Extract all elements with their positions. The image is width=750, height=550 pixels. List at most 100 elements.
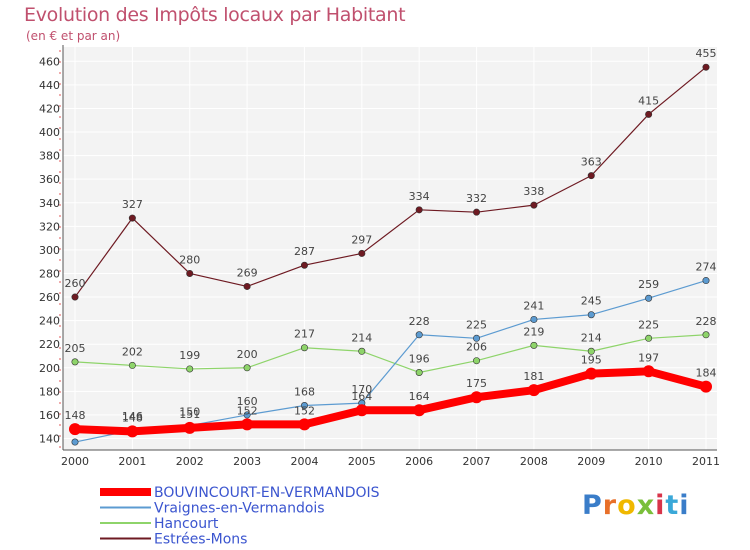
data-point xyxy=(71,438,79,446)
data-point xyxy=(585,367,598,380)
y-tick-label: 360 xyxy=(39,173,60,186)
data-point xyxy=(587,347,595,355)
y-tick-label: 200 xyxy=(39,362,60,375)
data-point xyxy=(470,391,483,404)
data-point xyxy=(243,282,251,290)
data-label: 202 xyxy=(122,345,143,358)
data-point xyxy=(71,358,79,366)
data-point xyxy=(128,361,136,369)
data-point xyxy=(298,418,311,431)
data-point xyxy=(300,261,308,269)
data-label: 168 xyxy=(294,385,315,398)
data-point xyxy=(415,206,423,214)
data-point xyxy=(243,411,251,419)
x-tick-label: 2003 xyxy=(233,455,261,468)
data-point xyxy=(473,357,481,365)
data-point xyxy=(645,110,653,118)
data-label: 228 xyxy=(696,315,717,328)
series-line xyxy=(74,66,707,298)
data-label: 217 xyxy=(294,328,315,341)
y-tick-label: 260 xyxy=(39,291,60,304)
data-point xyxy=(587,172,595,180)
y-tick-label: 280 xyxy=(39,267,60,280)
data-point xyxy=(186,269,194,277)
data-label: 184 xyxy=(696,367,717,380)
data-point xyxy=(415,331,423,339)
data-label: 205 xyxy=(65,342,86,355)
data-label: 148 xyxy=(65,409,86,422)
data-label: 214 xyxy=(351,331,372,344)
data-point xyxy=(527,384,540,397)
x-tick-label: 2004 xyxy=(290,455,318,468)
data-point xyxy=(358,347,366,355)
y-tick-label: 140 xyxy=(39,433,60,446)
data-label: 225 xyxy=(466,318,487,331)
y-tick-label: 380 xyxy=(39,150,60,163)
data-label: 150 xyxy=(179,406,200,419)
legend-label: BOUVINCOURT-EN-VERMANDOIS xyxy=(154,485,380,501)
data-point xyxy=(300,401,308,409)
x-tick-label: 2000 xyxy=(61,455,89,468)
data-label: 415 xyxy=(638,94,659,107)
data-point xyxy=(645,294,653,302)
x-tick-label: 2005 xyxy=(348,455,376,468)
y-tick-label: 160 xyxy=(39,409,60,422)
data-label: 274 xyxy=(696,261,717,274)
data-label: 455 xyxy=(696,47,717,60)
x-tick-label: 2001 xyxy=(118,455,146,468)
data-point xyxy=(243,364,251,372)
data-label: 245 xyxy=(581,295,602,308)
data-label: 197 xyxy=(638,351,659,364)
data-label: 199 xyxy=(179,349,200,362)
data-label: 280 xyxy=(179,253,200,266)
data-point xyxy=(71,293,79,301)
data-label: 164 xyxy=(409,390,430,403)
data-point xyxy=(300,344,308,352)
x-tick-label: 2011 xyxy=(692,455,720,468)
data-point xyxy=(645,334,653,342)
data-point xyxy=(186,365,194,373)
data-point xyxy=(530,201,538,209)
data-label: 164 xyxy=(351,390,372,403)
y-tick-label: 240 xyxy=(39,315,60,328)
data-label: 195 xyxy=(581,354,602,367)
data-label: 200 xyxy=(237,348,258,361)
data-label: 160 xyxy=(237,395,258,408)
data-label: 269 xyxy=(237,266,258,279)
data-point xyxy=(126,425,139,438)
series-line xyxy=(74,334,707,374)
data-label: 327 xyxy=(122,198,143,211)
data-label: 214 xyxy=(581,331,602,344)
y-tick-label: 180 xyxy=(39,385,60,398)
data-point xyxy=(413,404,426,417)
x-tick-label: 2002 xyxy=(176,455,204,468)
data-label: 148 xyxy=(122,411,143,424)
y-tick-label: 320 xyxy=(39,220,60,233)
data-label: 170 xyxy=(351,383,372,396)
data-label: 363 xyxy=(581,156,602,169)
data-point xyxy=(183,421,196,434)
data-point xyxy=(473,334,481,342)
x-tick-label: 2006 xyxy=(405,455,433,468)
x-tick-label: 2008 xyxy=(520,455,548,468)
data-point xyxy=(128,214,136,222)
data-label: 152 xyxy=(294,404,315,417)
data-point xyxy=(587,311,595,319)
data-label: 146 xyxy=(122,410,143,423)
y-tick-label: 420 xyxy=(39,102,60,115)
data-point xyxy=(702,331,710,339)
data-label: 287 xyxy=(294,245,315,258)
y-tick-label: 220 xyxy=(39,338,60,351)
data-point xyxy=(69,423,81,436)
data-point xyxy=(530,341,538,349)
y-tick-label: 300 xyxy=(39,244,60,257)
series-line xyxy=(71,367,710,436)
chart-title: Evolution des Impôts locaux par Habitant xyxy=(24,4,406,26)
data-point xyxy=(642,365,655,378)
data-point xyxy=(702,277,710,285)
data-label: 219 xyxy=(523,325,544,338)
legend-label: Estrées-Mons xyxy=(154,532,247,548)
plot-background xyxy=(63,47,717,450)
legend-label: Vraignes-en-Vermandois xyxy=(154,501,325,517)
